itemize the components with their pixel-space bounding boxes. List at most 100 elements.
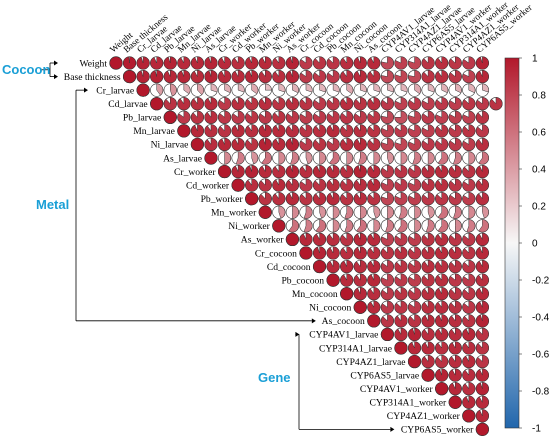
pie-slice	[265, 83, 272, 91]
pie-slice	[326, 137, 340, 151]
pie-slice	[258, 192, 272, 206]
pie-cell	[435, 300, 449, 314]
pie-cell	[435, 110, 449, 124]
pie-slice	[435, 97, 449, 111]
pie-cell	[272, 56, 286, 70]
pie-slice	[340, 137, 354, 151]
pie-slice	[394, 341, 408, 355]
row-label: Cd_cocoon	[267, 262, 311, 273]
pie-cell	[380, 97, 395, 111]
row-label: CYP4AV1_worker	[360, 384, 434, 395]
pie-cell	[136, 69, 150, 84]
pie-slice	[245, 97, 259, 111]
pie-slice	[150, 56, 164, 70]
pie-slice	[380, 56, 394, 70]
pie-cell	[340, 137, 354, 152]
pie-cell	[231, 83, 245, 97]
pie-slice	[326, 273, 340, 287]
pie-slice	[272, 219, 286, 233]
pie-cell	[299, 219, 313, 233]
pie-cell	[285, 205, 300, 219]
pie-slice	[408, 341, 422, 355]
pie-cell	[285, 97, 300, 111]
pie-slice	[326, 124, 340, 138]
pie-slice	[272, 70, 286, 84]
pie-slice	[394, 178, 408, 192]
group-label: Cocoon	[2, 62, 50, 77]
pie-cell	[380, 259, 395, 274]
pie-slice	[303, 205, 313, 219]
pie-cell	[258, 97, 272, 111]
pie-slice	[475, 192, 489, 206]
pie-slice	[394, 70, 408, 84]
pie-cell	[217, 56, 232, 70]
pie-slice	[285, 97, 299, 111]
pie-slice	[462, 368, 476, 382]
row-label: Mn_larvae	[133, 126, 175, 137]
pie-cell	[435, 83, 449, 97]
pie-slice	[272, 178, 286, 192]
pie-slice	[313, 97, 327, 111]
pie-slice	[448, 110, 462, 124]
pie-cell	[462, 137, 476, 152]
pie-cell	[394, 69, 408, 84]
pie-slice	[475, 422, 489, 436]
pie-slice	[421, 137, 435, 151]
pie-slice	[285, 192, 299, 206]
colorbar-tick-label: 0	[532, 239, 538, 250]
pie-slice	[475, 341, 489, 355]
pie-cell	[421, 110, 435, 124]
pie-cell	[367, 300, 381, 314]
pie-slice	[482, 83, 489, 93]
pie-cell	[326, 97, 340, 111]
pie-slice	[394, 273, 408, 287]
pie-slice	[326, 70, 340, 84]
pie-cell	[299, 110, 313, 124]
pie-cell	[435, 287, 449, 301]
row-label: Mn_worker	[211, 208, 257, 219]
pie-cell	[353, 151, 367, 165]
pie-cell	[367, 232, 381, 247]
pie-slice	[340, 165, 354, 179]
pie-cell	[394, 219, 408, 233]
pie-slice	[452, 151, 462, 165]
pie-cell	[462, 246, 476, 260]
pie-slice	[387, 151, 394, 165]
pie-cell	[407, 259, 422, 274]
pie-slice	[204, 56, 218, 70]
pie-slice	[356, 219, 367, 233]
pie-cell	[462, 314, 476, 328]
pie-slice	[394, 165, 408, 179]
pie-slice	[326, 192, 340, 206]
pie-slice	[340, 246, 354, 260]
pie-slice	[475, 259, 489, 274]
pie-slice	[332, 83, 340, 93]
pie-slice	[408, 192, 422, 206]
pie-cell	[448, 287, 462, 301]
pie-slice	[224, 83, 232, 94]
pie-cell	[435, 205, 449, 219]
pie-cell	[353, 69, 367, 84]
row-label: As_worker	[241, 235, 284, 246]
pie-slice	[231, 165, 245, 179]
pie-cell	[285, 151, 300, 165]
pie-cell	[489, 97, 503, 111]
pie-slice	[245, 56, 259, 70]
pie-slice	[435, 382, 449, 396]
pie-cell	[380, 110, 395, 124]
pie-slice	[380, 178, 394, 192]
pie-slice	[245, 70, 259, 84]
pie-cell	[312, 192, 327, 206]
pie-cell	[462, 69, 476, 84]
pie-cell	[421, 327, 435, 342]
pie-slice	[224, 151, 232, 165]
pie-cell	[285, 137, 300, 152]
pie-cell	[367, 137, 381, 152]
pie-cell	[475, 56, 489, 70]
pie-cell	[353, 205, 367, 219]
pie-cell	[367, 287, 381, 301]
pie-cell	[448, 327, 462, 342]
pie-cell	[435, 382, 449, 396]
pie-slice	[313, 165, 327, 179]
pie-slice	[299, 178, 313, 192]
